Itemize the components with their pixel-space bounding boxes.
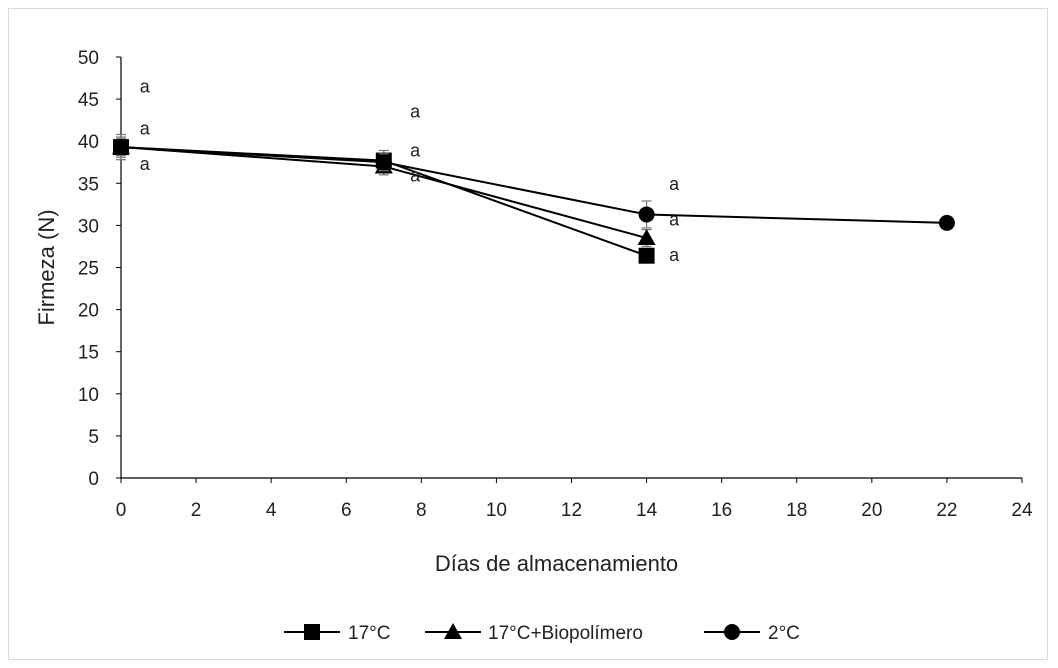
y-tick-label: 5: [88, 427, 99, 448]
square-marker: [638, 247, 655, 264]
chart-frame: [8, 8, 1048, 660]
x-tick-label: 16: [711, 500, 732, 521]
circle-marker: [113, 139, 129, 156]
x-tick-label: 10: [486, 500, 507, 521]
x-axis-title: Días de almacenamiento: [435, 551, 678, 576]
square-marker: [304, 624, 320, 640]
legend: 17°C 17°C+Biopolímero 2°C: [284, 623, 800, 644]
significance-letter: a: [410, 102, 421, 122]
x-tick-label: 22: [936, 500, 957, 521]
x-tick-label: 20: [861, 500, 882, 521]
significance-letter: a: [140, 154, 151, 174]
circle-marker: [375, 154, 392, 171]
x-tick-label: 14: [636, 500, 658, 521]
x-tick-label: 6: [341, 500, 352, 521]
legend-item: 2°C: [704, 623, 800, 644]
y-tick-label: 35: [78, 174, 99, 195]
circle-marker: [724, 624, 740, 640]
y-tick-label: 20: [78, 301, 99, 322]
y-tick-label: 30: [78, 216, 99, 237]
y-tick-label: 0: [88, 469, 99, 490]
significance-letter: a: [140, 119, 151, 139]
series-circle: [113, 138, 955, 231]
triangle-marker: [444, 623, 462, 639]
x-tick-label: 2: [191, 500, 202, 521]
y-tick-label: 15: [78, 343, 99, 364]
significance-letter: a: [410, 140, 421, 160]
x-tick-label: 12: [561, 500, 582, 521]
y-tick-label: 50: [78, 48, 99, 69]
circle-marker: [938, 214, 955, 231]
legend-item: 17°C+Biopolímero: [425, 623, 643, 644]
significance-letter: a: [410, 166, 421, 186]
triangle-marker: [637, 229, 656, 246]
x-tick-label: 0: [116, 500, 127, 521]
x-tick-label: 8: [416, 500, 427, 521]
x-tick-label: 18: [786, 500, 807, 521]
circle-marker: [638, 206, 655, 223]
y-axis-title: Firmeza (N): [34, 209, 59, 325]
legend-label: 17°C: [348, 623, 390, 644]
y-tick-label: 25: [78, 259, 99, 280]
legend-label: 2°C: [768, 623, 800, 644]
x-tick-label: 4: [266, 500, 277, 521]
y-tick-label: 10: [78, 385, 99, 406]
series-layer: [112, 133, 955, 264]
significance-letter: a: [669, 245, 680, 265]
series-line: [120, 146, 947, 224]
legend-item: 17°C: [284, 623, 390, 644]
y-tick-label: 40: [78, 132, 99, 153]
y-tick-label: 45: [78, 90, 99, 111]
legend-label: 17°C+Biopolímero: [488, 623, 643, 644]
x-tick-label: 24: [1011, 500, 1033, 521]
significance-letter: a: [669, 210, 680, 230]
significance-letter: a: [669, 174, 680, 194]
significance-letter: a: [140, 76, 151, 96]
